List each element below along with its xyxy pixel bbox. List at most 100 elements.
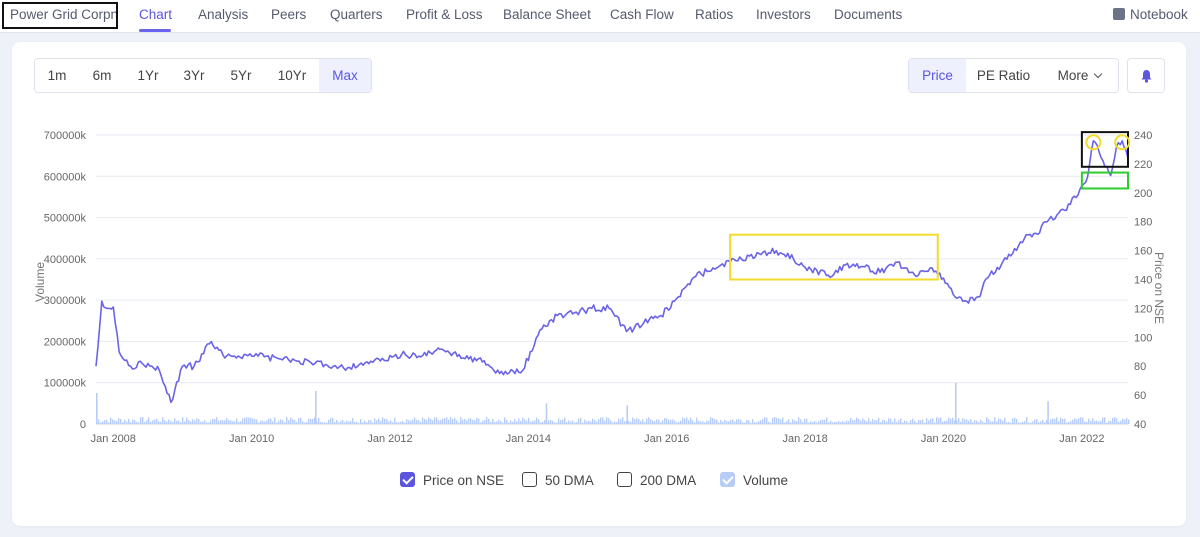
volume-bar xyxy=(914,420,916,424)
volume-bar xyxy=(250,417,252,424)
tab-cash-flow[interactable]: Cash Flow xyxy=(610,7,674,22)
volume-bar xyxy=(306,421,308,424)
volume-bar xyxy=(854,419,856,424)
volume-bar xyxy=(658,419,660,424)
volume-bar xyxy=(790,422,792,424)
volume-bar xyxy=(574,422,576,424)
volume-bar xyxy=(832,422,834,424)
volume-bar xyxy=(990,421,992,424)
volume-bar xyxy=(356,421,358,424)
volume-bar xyxy=(116,421,118,424)
tab-analysis[interactable]: Analysis xyxy=(198,7,249,22)
volume-bar xyxy=(424,418,426,424)
volume-bar xyxy=(194,420,196,424)
volume-bar xyxy=(752,419,754,424)
volume-bar xyxy=(1018,422,1020,424)
alert-button[interactable] xyxy=(1127,58,1165,93)
metric-more-dropdown[interactable]: More xyxy=(1041,59,1118,92)
volume-bar xyxy=(302,421,304,424)
volume-bar xyxy=(490,421,492,424)
time-range-selector: 1m 6m 1Yr 3Yr 5Yr 10Yr Max xyxy=(34,58,372,93)
dma50-checkbox[interactable] xyxy=(522,472,537,487)
volume-bar xyxy=(248,417,250,424)
right-axis-tick-label: 80 xyxy=(1134,361,1146,373)
volume-bar xyxy=(246,417,248,424)
range-10yr-button[interactable]: 10Yr xyxy=(277,68,307,83)
volume-bar xyxy=(978,422,980,424)
volume-bar xyxy=(512,421,514,424)
volume-bar xyxy=(890,418,892,424)
volume-bar xyxy=(814,420,816,424)
company-name[interactable]: Power Grid Corpn xyxy=(10,7,119,22)
price-checkbox[interactable] xyxy=(400,472,415,487)
volume-bar xyxy=(1052,418,1054,424)
volume-bar xyxy=(1034,419,1036,424)
range-1yr-button[interactable]: 1Yr xyxy=(137,68,159,83)
volume-bar xyxy=(518,418,520,424)
volume-bar xyxy=(432,420,434,424)
volume-bar xyxy=(670,419,672,424)
volume-bar xyxy=(274,417,276,424)
volume-bar xyxy=(968,420,970,424)
right-axis-tick-label: 180 xyxy=(1134,217,1152,229)
volume-bar xyxy=(684,418,686,424)
notebook-link[interactable]: Notebook xyxy=(1113,7,1188,22)
dma200-checkbox[interactable] xyxy=(617,472,632,487)
tab-ratios[interactable]: Ratios xyxy=(695,7,734,22)
volume-bar xyxy=(584,419,586,424)
volume-bar xyxy=(174,418,176,424)
volume-bar xyxy=(764,417,766,424)
volume-bar xyxy=(700,421,702,424)
volume-bar xyxy=(622,417,624,424)
volume-bar xyxy=(674,420,676,424)
volume-bar xyxy=(758,420,760,424)
volume-bar xyxy=(470,418,472,424)
volume-bar xyxy=(256,419,258,424)
volume-bar xyxy=(126,421,128,424)
right-axis-label: Price on NSE xyxy=(1152,252,1166,324)
right-axis-tick-label: 120 xyxy=(1134,303,1152,315)
volume-bar xyxy=(840,422,842,424)
volume-bar xyxy=(898,420,900,424)
tab-peers[interactable]: Peers xyxy=(271,7,307,22)
chart-grid xyxy=(96,134,1128,425)
volume-bar xyxy=(272,421,274,424)
volume-bar xyxy=(906,421,908,424)
volume-bar xyxy=(848,420,850,424)
volume-bar xyxy=(730,419,732,424)
volume-bar xyxy=(710,417,712,424)
volume-bar xyxy=(408,420,410,424)
range-1m-button[interactable]: 1m xyxy=(47,68,67,83)
volume-bar xyxy=(720,420,722,424)
volume-bar xyxy=(1032,421,1034,424)
volume-bar xyxy=(950,418,952,424)
range-3yr-button[interactable]: 3Yr xyxy=(183,68,205,83)
volume-bar xyxy=(120,418,122,424)
metric-pe-ratio-button[interactable]: PE Ratio xyxy=(976,68,1031,83)
volume-bar xyxy=(740,419,742,424)
volume-bar xyxy=(514,418,516,424)
tab-chart[interactable]: Chart xyxy=(139,7,173,22)
tab-quarters[interactable]: Quarters xyxy=(330,7,383,22)
volume-checkbox[interactable] xyxy=(720,472,735,487)
volume-bar xyxy=(974,420,976,424)
range-5yr-button[interactable]: 5Yr xyxy=(230,68,252,83)
volume-bar xyxy=(786,420,788,424)
volume-bar xyxy=(830,420,832,424)
tab-balance-sheet[interactable]: Balance Sheet xyxy=(503,7,591,22)
range-6m-button[interactable]: 6m xyxy=(92,68,112,83)
volume-bar xyxy=(394,417,396,424)
tab-profit-loss[interactable]: Profit & Loss xyxy=(406,7,483,22)
volume-bar xyxy=(124,419,126,424)
volume-bar xyxy=(132,419,134,424)
volume-bar xyxy=(1024,421,1026,424)
volume-bar xyxy=(640,421,642,424)
tab-documents[interactable]: Documents xyxy=(834,7,903,22)
tab-investors[interactable]: Investors xyxy=(756,7,811,22)
range-max-button[interactable]: Max xyxy=(319,59,371,92)
volume-bar xyxy=(714,419,716,424)
volume-bar xyxy=(1074,418,1076,424)
volume-bar xyxy=(134,419,136,424)
volume-bar xyxy=(486,417,488,424)
metric-price-button[interactable]: Price xyxy=(909,59,966,92)
